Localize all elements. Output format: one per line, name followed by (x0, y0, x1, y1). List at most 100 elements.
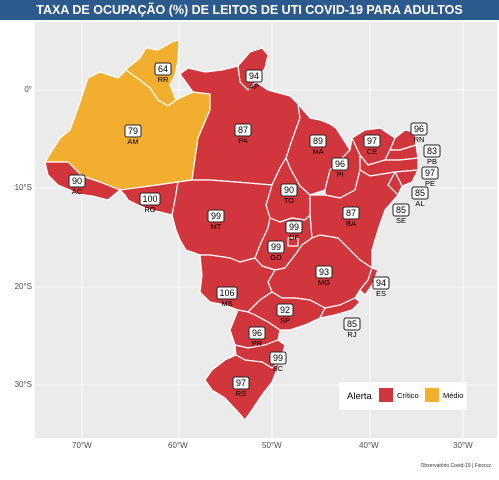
lon-tick-40w: 40°W (359, 441, 379, 450)
state-value: 85 (415, 188, 425, 198)
label-box (410, 122, 428, 136)
label-box (392, 203, 410, 217)
state-code: RO (144, 205, 155, 214)
label-box (342, 206, 360, 220)
state-code: RS (236, 389, 246, 398)
state-value: 83 (427, 146, 437, 156)
state-value: 99 (211, 211, 221, 221)
label-box (423, 144, 441, 158)
label-box (216, 286, 238, 300)
map-title: TAXA DE OCUPAÇÃO (%) DE LEITOS DE UTI CO… (0, 0, 499, 20)
label-box (276, 303, 294, 317)
label-box (372, 276, 390, 290)
label-box (139, 192, 161, 206)
state-code: GO (270, 253, 282, 262)
label-box (285, 220, 303, 234)
label-box (232, 376, 250, 390)
label-box (207, 209, 225, 223)
label-box (154, 62, 172, 76)
legend: Alerta Crítico Médio (339, 382, 467, 410)
state-code: PE (425, 179, 435, 188)
state-value: 99 (273, 353, 283, 363)
label-box (363, 134, 381, 148)
lat-axis: 0° 10°S 20°S 30°S (0, 0, 34, 480)
lon-tick-30w: 30°W (453, 441, 473, 450)
state-code: CE (367, 147, 377, 156)
state-code: MG (318, 278, 330, 287)
state-value: 96 (252, 328, 262, 338)
state-df[interactable] (287, 237, 299, 247)
state-code: AL (415, 199, 424, 208)
state-value: 97 (425, 168, 435, 178)
legend-label-critico: Crítico (397, 391, 419, 400)
state-code: AC (72, 187, 83, 196)
lat-tick-0: 0° (24, 85, 32, 94)
label-box (124, 124, 142, 138)
label-box (245, 69, 263, 83)
state-value: 100 (142, 194, 157, 204)
state-code: MA (312, 147, 323, 156)
source-credit: Observatório Covid-19 | Fiocruz (420, 463, 492, 469)
state-code: MS (221, 299, 232, 308)
state-value: 96 (414, 124, 424, 134)
legend-swatch-medio (425, 388, 439, 402)
lat-tick-20s: 20°S (14, 282, 32, 291)
state-rj[interactable] (319, 297, 361, 319)
state-value: 97 (236, 378, 246, 388)
label-box (269, 351, 287, 365)
lon-tick-70w: 70°W (72, 441, 92, 450)
state-code: AP (249, 82, 259, 91)
state-value: 93 (319, 267, 329, 277)
state-value: 87 (346, 208, 356, 218)
lon-axis: 70°W 60°W 50°W 40°W 30°W (0, 441, 499, 453)
label-box (315, 265, 333, 279)
states-layer (44, 39, 419, 421)
state-code: PB (427, 157, 437, 166)
label-box (267, 240, 285, 254)
state-value: 90 (284, 185, 294, 195)
state-value: 85 (347, 319, 357, 329)
label-box (68, 174, 86, 188)
state-value: 106 (219, 288, 234, 298)
state-code: RN (414, 135, 425, 144)
state-code: PA (238, 136, 247, 145)
state-value: 89 (313, 136, 323, 146)
legend-title: Alerta (347, 391, 372, 402)
state-value: 87 (238, 125, 248, 135)
state-code: ES (376, 289, 386, 298)
state-code: SP (280, 316, 290, 325)
label-box (343, 317, 361, 331)
legend-label-medio: Médio (443, 391, 464, 400)
state-code: SE (396, 216, 406, 225)
state-code: MT (211, 222, 222, 231)
state-value: 94 (249, 71, 259, 81)
state-code: SC (273, 364, 284, 373)
state-es[interactable] (359, 267, 379, 296)
